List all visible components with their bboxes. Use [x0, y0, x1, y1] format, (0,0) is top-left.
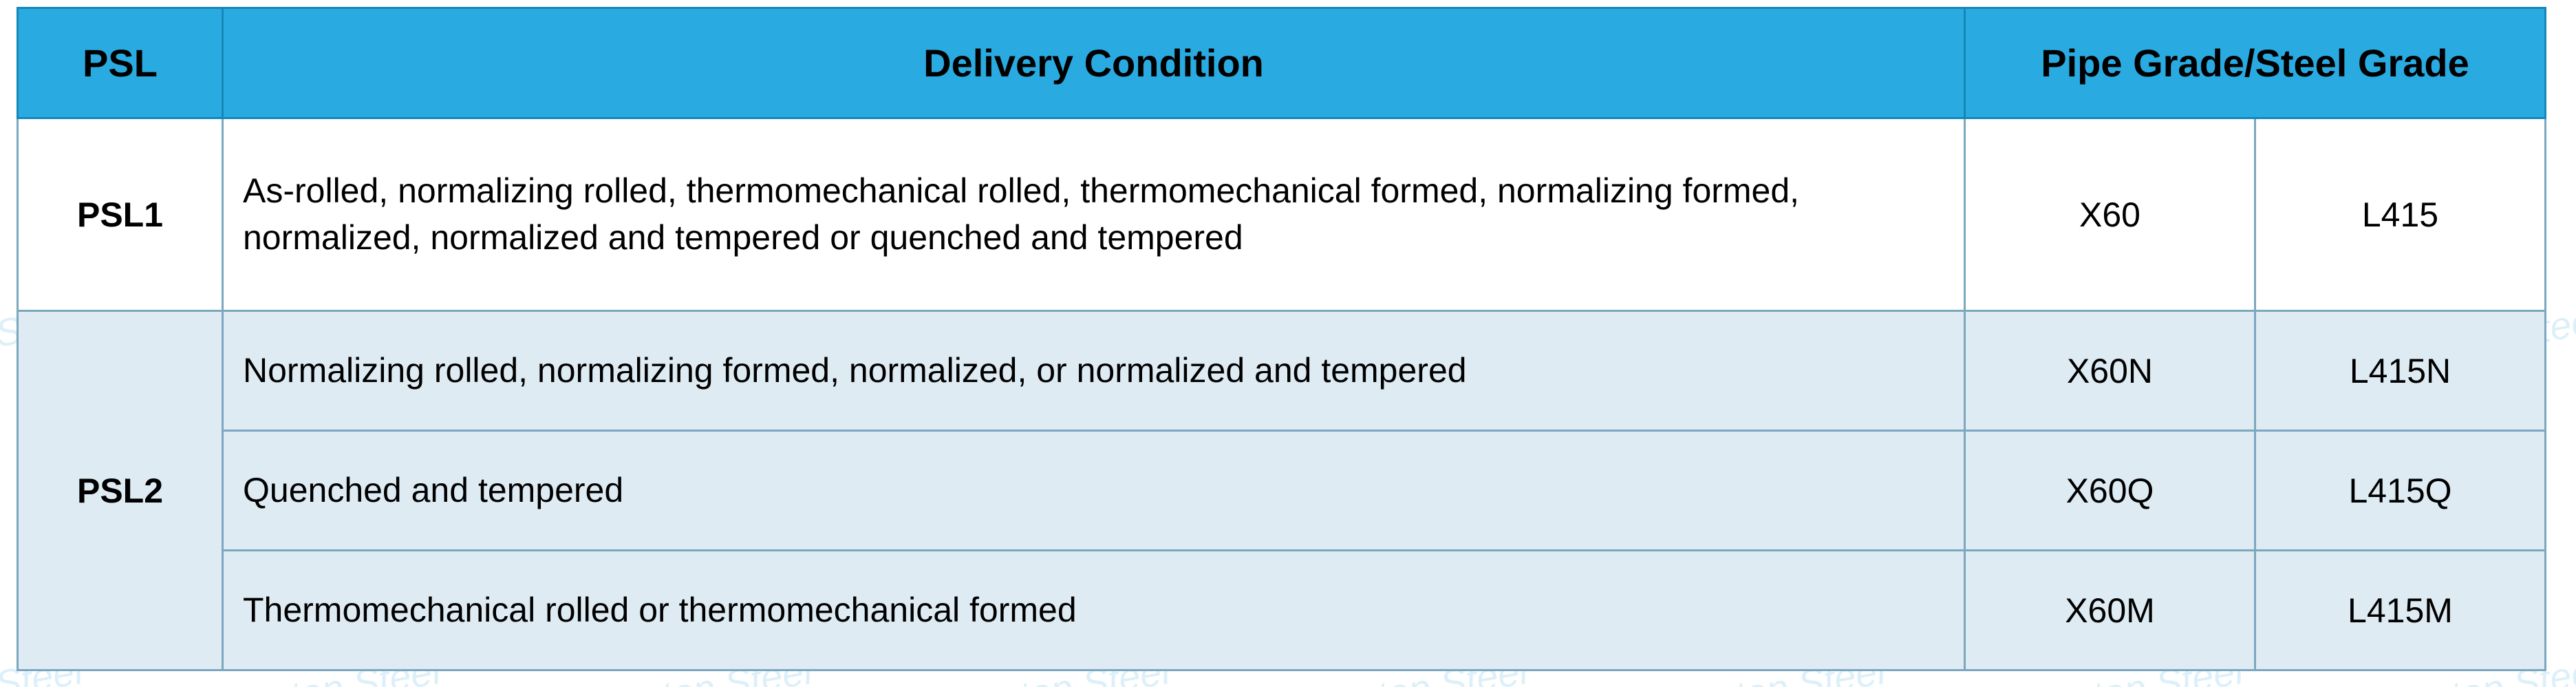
cell-psl: PSL1	[18, 118, 223, 311]
cell-psl: PSL2	[18, 311, 223, 670]
cell-delivery: As-rolled, normalizing rolled, thermomec…	[224, 143, 1964, 286]
table-row: Quenched and tempered X60Q L415Q	[18, 431, 2546, 551]
col-header-psl: PSL	[18, 8, 223, 118]
cell-steel-grade: L415Q	[2255, 431, 2546, 551]
cell-steel-grade: L415N	[2255, 311, 2546, 431]
cell-steel-grade: L415M	[2255, 551, 2546, 670]
col-header-grade: Pipe Grade/Steel Grade	[1965, 8, 2546, 118]
psl-grade-table: PSL Delivery Condition Pipe Grade/Steel …	[17, 7, 2546, 671]
cell-pipe-grade: X60M	[1965, 551, 2255, 670]
cell-delivery: Quenched and tempered	[224, 443, 1964, 539]
cell-pipe-grade: X60	[1965, 118, 2255, 311]
table-row: Thermomechanical rolled or thermomechani…	[18, 551, 2546, 670]
cell-delivery: Thermomechanical rolled or thermomechani…	[224, 562, 1964, 659]
cell-pipe-grade: X60Q	[1965, 431, 2255, 551]
cell-delivery: Normalizing rolled, normalizing formed, …	[224, 323, 1964, 419]
table-header-row: PSL Delivery Condition Pipe Grade/Steel …	[18, 8, 2546, 118]
cell-pipe-grade: X60N	[1965, 311, 2255, 431]
table-row: PSL2 Normalizing rolled, normalizing for…	[18, 311, 2546, 431]
table-row: PSL1 As-rolled, normalizing rolled, ther…	[18, 118, 2546, 311]
col-header-delivery: Delivery Condition	[223, 8, 1965, 118]
cell-steel-grade: L415	[2255, 118, 2546, 311]
